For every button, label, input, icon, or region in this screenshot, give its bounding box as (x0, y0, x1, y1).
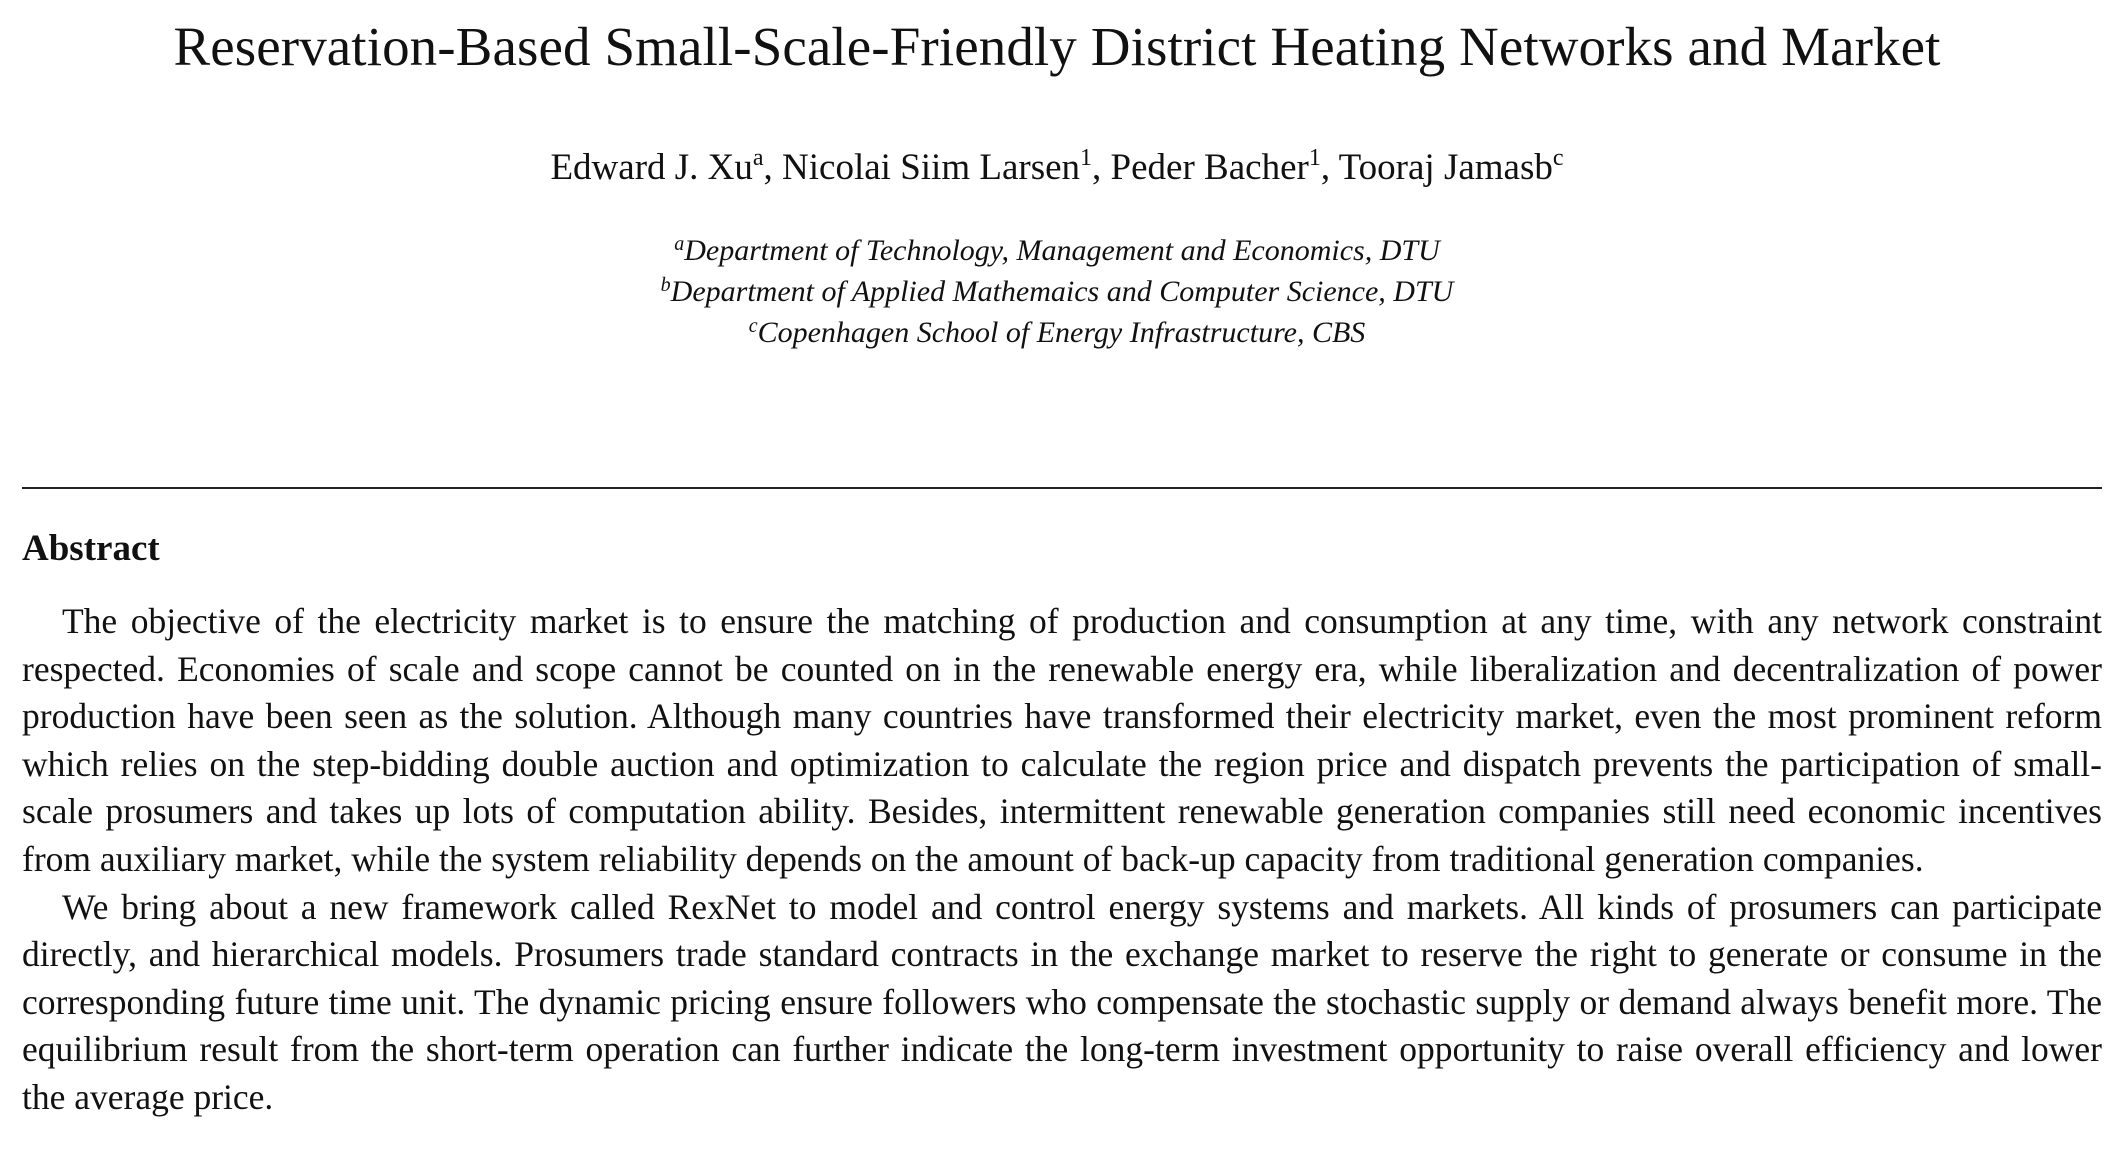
abstract-heading: Abstract (22, 528, 160, 569)
author-name: Nicolai Siim Larsen (782, 147, 1081, 188)
author-affiliation-mark: c (1552, 145, 1564, 171)
author-separator: , (1320, 147, 1339, 188)
author-affiliation-mark: a (752, 145, 764, 171)
affiliation-list: aDepartment of Technology, Management an… (0, 232, 2114, 355)
horizontal-rule (22, 487, 2102, 489)
author-name: Peder Bacher (1110, 147, 1309, 188)
author-list: Edward J. Xua, Nicolai Siim Larsen1, Ped… (0, 144, 2114, 196)
author-name: Tooraj Jamasb (1338, 147, 1553, 188)
paper-title: Reservation-Based Small-Scale-Friendly D… (173, 16, 1941, 77)
abstract-paragraph: We bring about a new framework called Re… (22, 886, 2102, 1117)
author-name: Edward J. Xu (550, 147, 753, 188)
abstract-paragraph: The objective of the electricity market … (22, 601, 2102, 879)
affiliation-line: aDepartment of Technology, Management an… (0, 232, 2114, 273)
affiliation-mark: c (748, 315, 758, 337)
affiliation-text: Copenhagen School of Energy Infrastructu… (757, 316, 1366, 349)
affiliation-line: cCopenhagen School of Energy Infrastruct… (0, 314, 2114, 355)
author-affiliation-mark: 1 (1080, 145, 1093, 171)
affiliation-mark: b (660, 274, 671, 296)
author-separator: , (1092, 147, 1111, 188)
affiliation-text: Department of Technology, Management and… (684, 234, 1440, 267)
author-affiliation-mark: 1 (1308, 145, 1321, 171)
affiliation-mark: a (674, 233, 685, 255)
abstract-body: The objective of the electricity market … (22, 598, 2102, 1122)
author-separator: , (763, 147, 783, 188)
affiliation-text: Department of Applied Mathemaics and Com… (670, 275, 1454, 308)
affiliation-line: bDepartment of Applied Mathemaics and Co… (0, 273, 2114, 314)
